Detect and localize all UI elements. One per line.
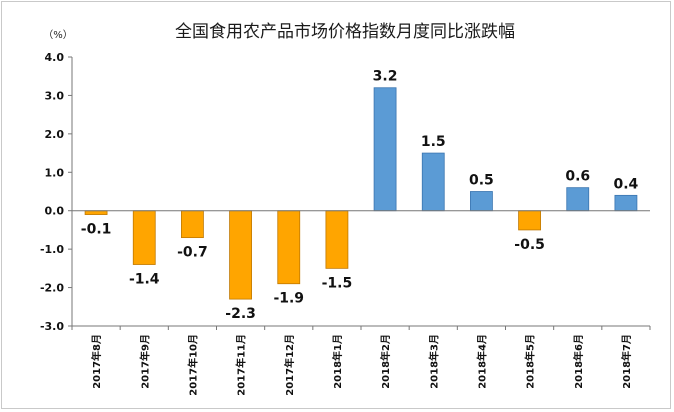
y-tick-label: 2.0 <box>45 128 65 141</box>
data-label: -0.7 <box>177 245 208 261</box>
bar <box>84 210 108 215</box>
x-tick-label: 2017年11月 <box>235 334 248 396</box>
bar <box>373 87 397 212</box>
y-tick-label: -1.0 <box>40 243 64 256</box>
x-tick-label: 2017年10月 <box>186 334 199 396</box>
bar <box>518 210 541 231</box>
y-tick-label: -2.0 <box>40 282 64 295</box>
x-tick-label: 2018年1月 <box>331 334 344 389</box>
x-tick-label: 2017年9月 <box>138 334 151 389</box>
y-tick-label: 3.0 <box>45 89 65 102</box>
x-tick-label: 2018年2月 <box>379 334 392 389</box>
bar-series <box>84 87 638 300</box>
x-tick-label: 2017年8月 <box>90 334 103 389</box>
data-label: -1.9 <box>273 291 304 307</box>
bar <box>325 210 349 269</box>
data-label: 1.5 <box>421 134 446 150</box>
y-axis: 4.0 3.0 2.0 1.0 0.0 -1.0 -2.0 -3.0 <box>40 51 73 333</box>
bar <box>277 210 301 285</box>
data-label: -1.4 <box>129 272 160 288</box>
data-labels: -0.1 -1.4 -0.7 -2.3 -1.9 -1.5 3.2 1.5 0.5 -0.5 0.6… <box>81 69 639 322</box>
data-label: 3.2 <box>373 69 398 85</box>
y-axis-unit-label: （%） <box>43 29 73 41</box>
data-label: -1.5 <box>322 275 353 291</box>
x-tick-label: 2018年7月 <box>620 334 633 389</box>
bar <box>132 210 156 265</box>
data-label: 0.4 <box>614 176 639 192</box>
data-label: -0.1 <box>81 222 112 238</box>
x-tick-label: 2018年5月 <box>524 334 537 389</box>
bar <box>566 187 590 212</box>
data-label: 0.5 <box>469 173 494 189</box>
y-tick-label: 0.0 <box>45 205 65 218</box>
data-label: 0.6 <box>565 169 590 185</box>
bar <box>181 210 204 239</box>
x-axis: 2017年8月 2017年9月 2017年10月 2017年11月 2017年12月 20… <box>71 210 651 396</box>
bar <box>229 210 252 300</box>
bar <box>470 191 493 212</box>
y-tick-label: 4.0 <box>45 51 65 64</box>
y-tick-label: 1.0 <box>45 166 65 179</box>
x-tick-label: 2018年4月 <box>475 334 488 389</box>
y-tick-label: -3.0 <box>40 320 64 333</box>
x-tick-label: 2018年6月 <box>572 334 585 389</box>
bar <box>421 152 445 212</box>
x-tick-label: 2017年12月 <box>283 334 296 396</box>
bar <box>614 194 638 212</box>
data-label: -2.3 <box>225 306 256 322</box>
x-tick-label: 2018年3月 <box>427 334 440 389</box>
chart-title: 全国食用农产品市场价格指数月度同比涨跌幅 <box>175 22 515 42</box>
data-label: -0.5 <box>514 237 545 253</box>
